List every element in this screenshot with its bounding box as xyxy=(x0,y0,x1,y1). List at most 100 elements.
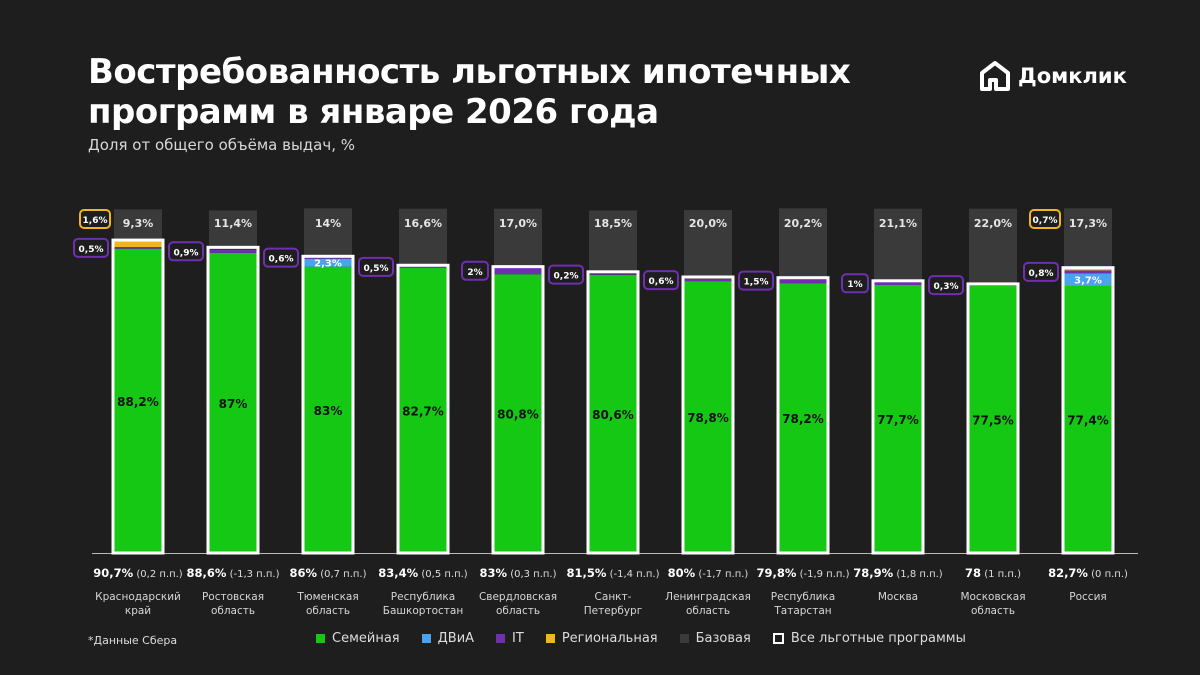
legend-label-regional: Региональная xyxy=(561,631,658,646)
total-change-text: (-1,9 п.п.) xyxy=(796,569,849,580)
legend-item-dvia: ДВиА xyxy=(421,631,474,646)
category-label: Петербург xyxy=(584,605,642,617)
bar-segment xyxy=(1064,208,1112,269)
total-share-text: 88,6% xyxy=(186,566,226,580)
regional-callout-label: 1,6% xyxy=(83,216,108,226)
total-share-text: 81,5% xyxy=(566,566,606,580)
total-value-label: 86% (0,7 п.п.) xyxy=(289,566,366,580)
total-value-label: 80% (-1,7 п.п.) xyxy=(668,566,749,580)
base-value-label: 14% xyxy=(315,217,341,230)
legend-swatch-regional xyxy=(545,634,555,643)
category-label: Тюменская xyxy=(296,591,358,603)
category-label: Республика xyxy=(391,591,455,603)
all-preferential-outline xyxy=(966,282,1020,555)
base-value-label: 11,4% xyxy=(214,217,252,230)
total-change-text: (0,7 п.п.) xyxy=(317,569,367,580)
bar-segment xyxy=(114,241,162,247)
legend-swatch-base xyxy=(679,634,689,643)
category-label: область xyxy=(686,605,730,617)
bar-segment xyxy=(114,248,162,553)
legend-item-regional: Региональная xyxy=(545,631,658,646)
bar-segment xyxy=(874,284,922,553)
it-callout-label: 0,6% xyxy=(269,255,294,265)
total-value-label: 90,7% (0,2 п.п.) xyxy=(93,566,183,580)
base-value-label: 17,3% xyxy=(1069,217,1107,230)
legend-swatch-family xyxy=(316,634,325,643)
base-value-label: 20,0% xyxy=(689,217,727,230)
all-preferential-outline xyxy=(491,265,545,555)
total-share-text: 78,9% xyxy=(853,566,893,580)
bar-segment xyxy=(779,208,827,279)
legend-swatch-dvia xyxy=(421,634,431,643)
total-value-label: 78,9% (1,8 п.п.) xyxy=(853,566,943,580)
bar-segment xyxy=(494,208,542,268)
all-preferential-outline xyxy=(301,254,355,555)
chart-legend: Семейная ДВиА IT Региональная Базовая Вс… xyxy=(316,631,988,646)
bar-segment xyxy=(779,278,827,284)
total-value-label: 79,8% (-1,9 п.п.) xyxy=(756,566,849,580)
bar-segment xyxy=(209,252,257,553)
total-change-text: (1,8 п.п.) xyxy=(893,569,943,580)
all-preferential-outline xyxy=(111,238,165,555)
it-callout-label: 0,5% xyxy=(79,245,104,255)
total-value-label: 83% (0,3 п.п.) xyxy=(479,566,556,580)
all-preferential-outline xyxy=(871,279,925,555)
category-label: Республика xyxy=(771,591,835,603)
it-callout-box xyxy=(73,237,109,258)
bar-segment xyxy=(114,209,162,242)
total-value-label: 88,6% (-1,3 п.п.) xyxy=(186,566,279,580)
legend-item-base: Базовая xyxy=(679,631,751,646)
all-preferential-outline xyxy=(206,245,260,555)
category-label: область xyxy=(306,605,350,617)
base-value-label: 20,2% xyxy=(784,217,822,230)
it-callout-box xyxy=(643,270,679,291)
total-value-label: 78 (1 п.п.) xyxy=(965,566,1021,580)
it-callout-label: 0,2% xyxy=(554,272,579,282)
bar-value-label: 83% xyxy=(314,404,343,418)
bar-value-label: 82,7% xyxy=(402,404,444,418)
all-preferential-outline xyxy=(396,263,450,555)
total-change-text: (-1,4 п.п.) xyxy=(606,569,659,580)
category-label: Московская xyxy=(960,591,1025,603)
bar-segment xyxy=(589,274,637,275)
bar-segment xyxy=(304,266,352,553)
category-label: Краснодарский xyxy=(95,591,181,603)
total-share-text: 90,7% xyxy=(93,566,133,580)
it-callout-label: 1% xyxy=(847,280,862,290)
it-callout-label: 0,9% xyxy=(174,248,199,258)
brand-logo[interactable]: Домклик xyxy=(978,58,1127,94)
bar-value-label: 78,8% xyxy=(687,411,729,425)
bar-segment xyxy=(684,279,732,282)
page-title: Востребованность льготных ипотечных прог… xyxy=(88,52,851,132)
bar-segment xyxy=(589,274,637,553)
legend-swatch-all-preferential xyxy=(772,633,784,644)
bar-value-label: 87% xyxy=(219,397,248,411)
dvia-value-label: 2,3% xyxy=(314,259,342,270)
it-callout-label: 0,6% xyxy=(649,277,674,287)
regional-callout-label: 0,7% xyxy=(1033,216,1058,226)
total-value-label: 81,5% (-1,4 п.п.) xyxy=(566,566,659,580)
it-callout-box xyxy=(358,256,394,277)
bar-segment xyxy=(399,208,447,266)
chart-subtitle: Доля от общего объёма выдач, % xyxy=(88,136,355,154)
total-share-text: 83,4% xyxy=(378,566,418,580)
total-change-text: (0,2 п.п.) xyxy=(133,569,183,580)
legend-label-family: Семейная xyxy=(332,631,400,646)
bar-segment xyxy=(969,285,1017,553)
bar-segment xyxy=(874,281,922,285)
bar-segment xyxy=(209,210,257,250)
it-callout-box xyxy=(841,273,869,294)
total-change-text: (-1,7 п.п.) xyxy=(695,569,748,580)
bar-segment xyxy=(114,246,162,249)
it-callout-box xyxy=(461,260,489,281)
bar-segment xyxy=(494,274,542,553)
bar-segment xyxy=(969,208,1017,285)
total-change-text: (0,3 п.п.) xyxy=(507,569,557,580)
all-preferential-outline xyxy=(586,270,640,555)
bar-segment xyxy=(399,267,447,553)
base-value-label: 18,5% xyxy=(594,217,632,230)
regional-callout-box xyxy=(79,209,111,229)
all-preferential-outline xyxy=(1061,266,1115,555)
bar-value-label: 88,2% xyxy=(117,395,159,409)
bar-value-label: 77,7% xyxy=(877,413,919,427)
